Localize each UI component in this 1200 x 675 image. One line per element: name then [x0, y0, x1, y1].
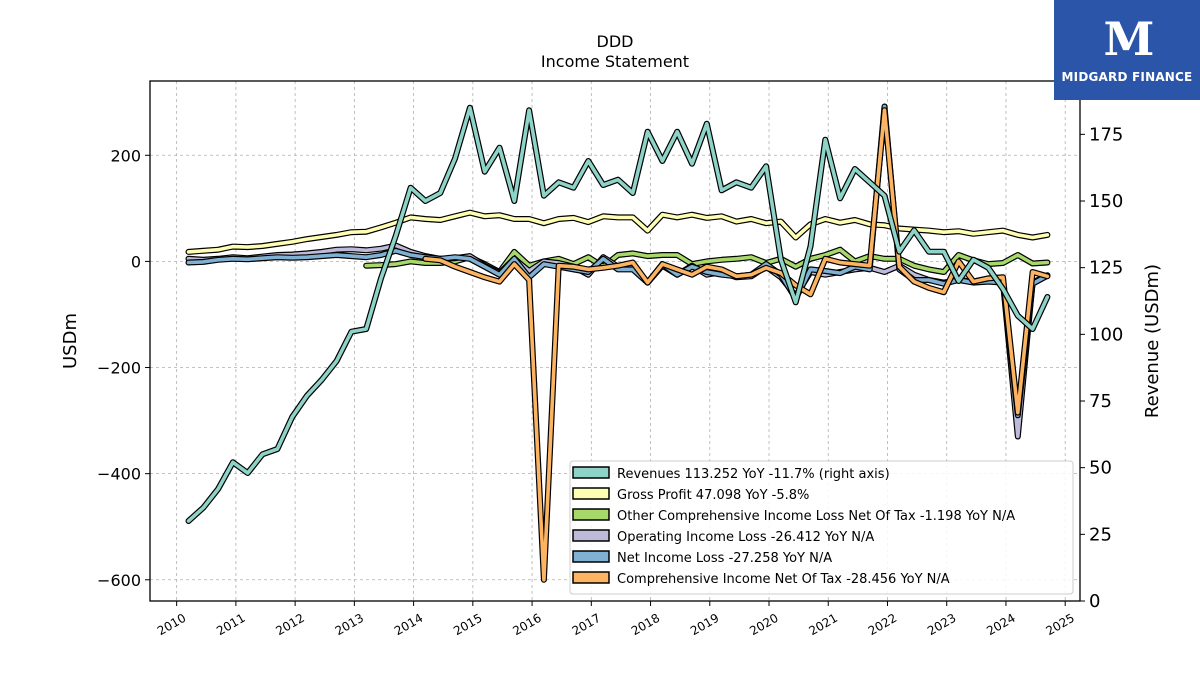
y-right-axis-ticks: 0 25 50 75 100 125 150 175	[1080, 124, 1123, 612]
x-tick-label: 2012	[273, 611, 306, 638]
legend-label-other-comprehensive-income-loss-net-of-tax: Other Comprehensive Income Loss Net Of T…	[617, 509, 1015, 524]
x-tick-label: 2015	[451, 611, 484, 638]
y-left-tick-label: −200	[97, 359, 141, 378]
legend-label-operating-income-loss: Operating Income Loss -26.412 YoY N/A	[617, 530, 874, 545]
logo: M MIDGARD FINANCE	[1054, 0, 1200, 100]
y-right-tick-label: 25	[1089, 524, 1112, 545]
logo-brand: MIDGARD FINANCE	[1061, 70, 1193, 84]
series-line-revenues	[186, 105, 1050, 523]
legend-box	[569, 460, 1074, 595]
series-lines	[185, 103, 1051, 583]
x-tick-label: 2016	[510, 611, 543, 638]
legend-swatch-operating-income-loss	[572, 529, 610, 542]
x-axis-ticks: 2010 2011 2012 2013 2014 2015 2016 2017 2018 2019…	[155, 601, 1077, 638]
y-left-tick-label: 200	[110, 146, 141, 165]
y-right-axis-label: Revenue (USDm)	[1142, 264, 1163, 418]
legend-label-gross-profit: Gross Profit 47.098 YoY -5.8%	[617, 488, 809, 503]
y-right-tick-label: 75	[1089, 391, 1112, 412]
logo-mark: M	[1103, 12, 1155, 66]
legend-label-net-income-loss: Net Income Loss -27.258 YoY N/A	[617, 551, 832, 566]
y-left-tick-label: 0	[131, 252, 141, 271]
chart-title: DDD	[597, 32, 634, 51]
legend: Revenues 113.252 YoY -11.7% (right axis)…	[569, 460, 1074, 595]
y-right-tick-label: 150	[1089, 191, 1123, 212]
legend-label-comprehensive-income-net-of-tax: Comprehensive Income Net Of Tax -28.456 …	[617, 572, 950, 587]
series-line-gross-profit	[186, 210, 1050, 254]
x-tick-label: 2019	[688, 611, 721, 638]
x-tick-label: 2010	[155, 611, 188, 638]
chart-subtitle: Income Statement	[541, 52, 689, 71]
x-tick-label: 2017	[570, 611, 603, 638]
x-tick-label: 2022	[866, 611, 899, 638]
series-outline-net-income-loss	[185, 103, 1051, 419]
legend-swatch-other-comprehensive-income-loss-net-of-tax	[572, 508, 610, 521]
legend-swatch-net-income-loss	[572, 550, 610, 563]
y-left-tick-label: −400	[97, 465, 141, 484]
y-left-axis-label: USDm	[60, 313, 81, 369]
y-left-axis-ticks: −600 −400 −200 0 200	[97, 146, 150, 590]
y-right-tick-label: 50	[1089, 458, 1112, 479]
legend-swatch-comprehensive-income-net-of-tax	[572, 571, 610, 584]
series-outline-revenues	[185, 104, 1051, 524]
series-line-net-income-loss	[186, 104, 1050, 418]
x-tick-label: 2024	[984, 611, 1017, 638]
legend-label-revenues: Revenues 113.252 YoY -11.7% (right axis)	[617, 467, 890, 482]
x-tick-label: 2023	[925, 611, 958, 638]
x-tick-label: 2013	[333, 611, 366, 638]
y-right-tick-label: 0	[1089, 591, 1100, 612]
y-right-tick-label: 125	[1089, 258, 1123, 279]
y-left-tick-label: −600	[97, 571, 141, 590]
series-outline-operating-income-loss	[185, 242, 1051, 440]
x-tick-label: 2011	[214, 611, 247, 638]
x-tick-label: 2020	[747, 611, 780, 638]
x-tick-label: 2021	[807, 611, 840, 638]
x-tick-label: 2018	[629, 611, 662, 638]
x-tick-label: 2025	[1043, 611, 1076, 638]
legend-swatch-revenues	[572, 466, 610, 479]
series-line-comprehensive-income-net-of-tax	[423, 108, 1050, 582]
y-right-tick-label: 175	[1089, 124, 1123, 145]
plot-frame	[149, 80, 1081, 602]
y-right-tick-label: 100	[1089, 324, 1123, 345]
x-tick-label: 2014	[392, 611, 425, 638]
legend-swatch-gross-profit	[572, 487, 610, 500]
